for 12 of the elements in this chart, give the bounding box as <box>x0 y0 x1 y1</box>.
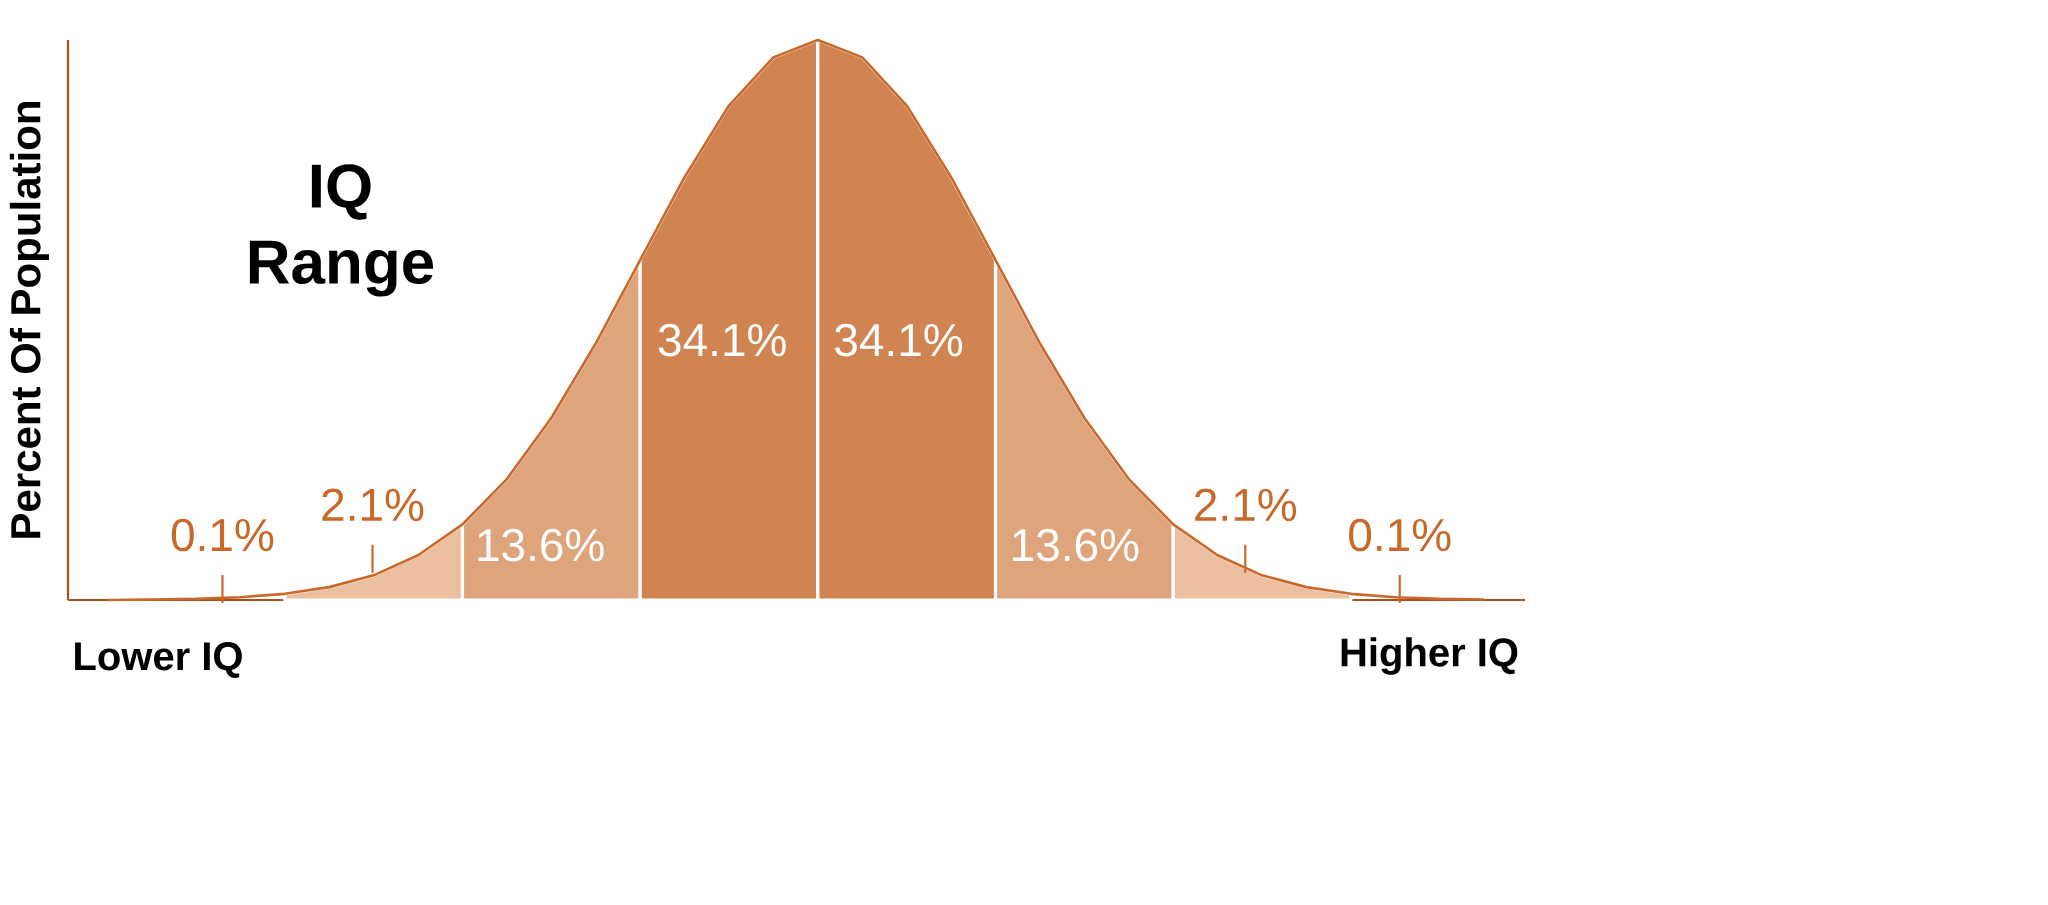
annotation: 2.1% <box>322 488 424 522</box>
annotation: 0.1% <box>171 518 274 552</box>
annotation: 13.6% <box>478 528 604 562</box>
text: IQ Range <box>249 164 434 297</box>
text: Higher IQ <box>1341 637 1518 675</box>
annotation: 34.1% <box>658 323 786 357</box>
annotation: 2.1% <box>1195 488 1297 522</box>
text: Lower IQ <box>75 642 242 678</box>
annotation: 0.1% <box>1349 518 1451 552</box>
annotation: 34.1% <box>835 323 963 357</box>
annotation: 13.6% <box>1013 528 1139 562</box>
y-axis-title: Percent Of Population <box>9 102 49 538</box>
